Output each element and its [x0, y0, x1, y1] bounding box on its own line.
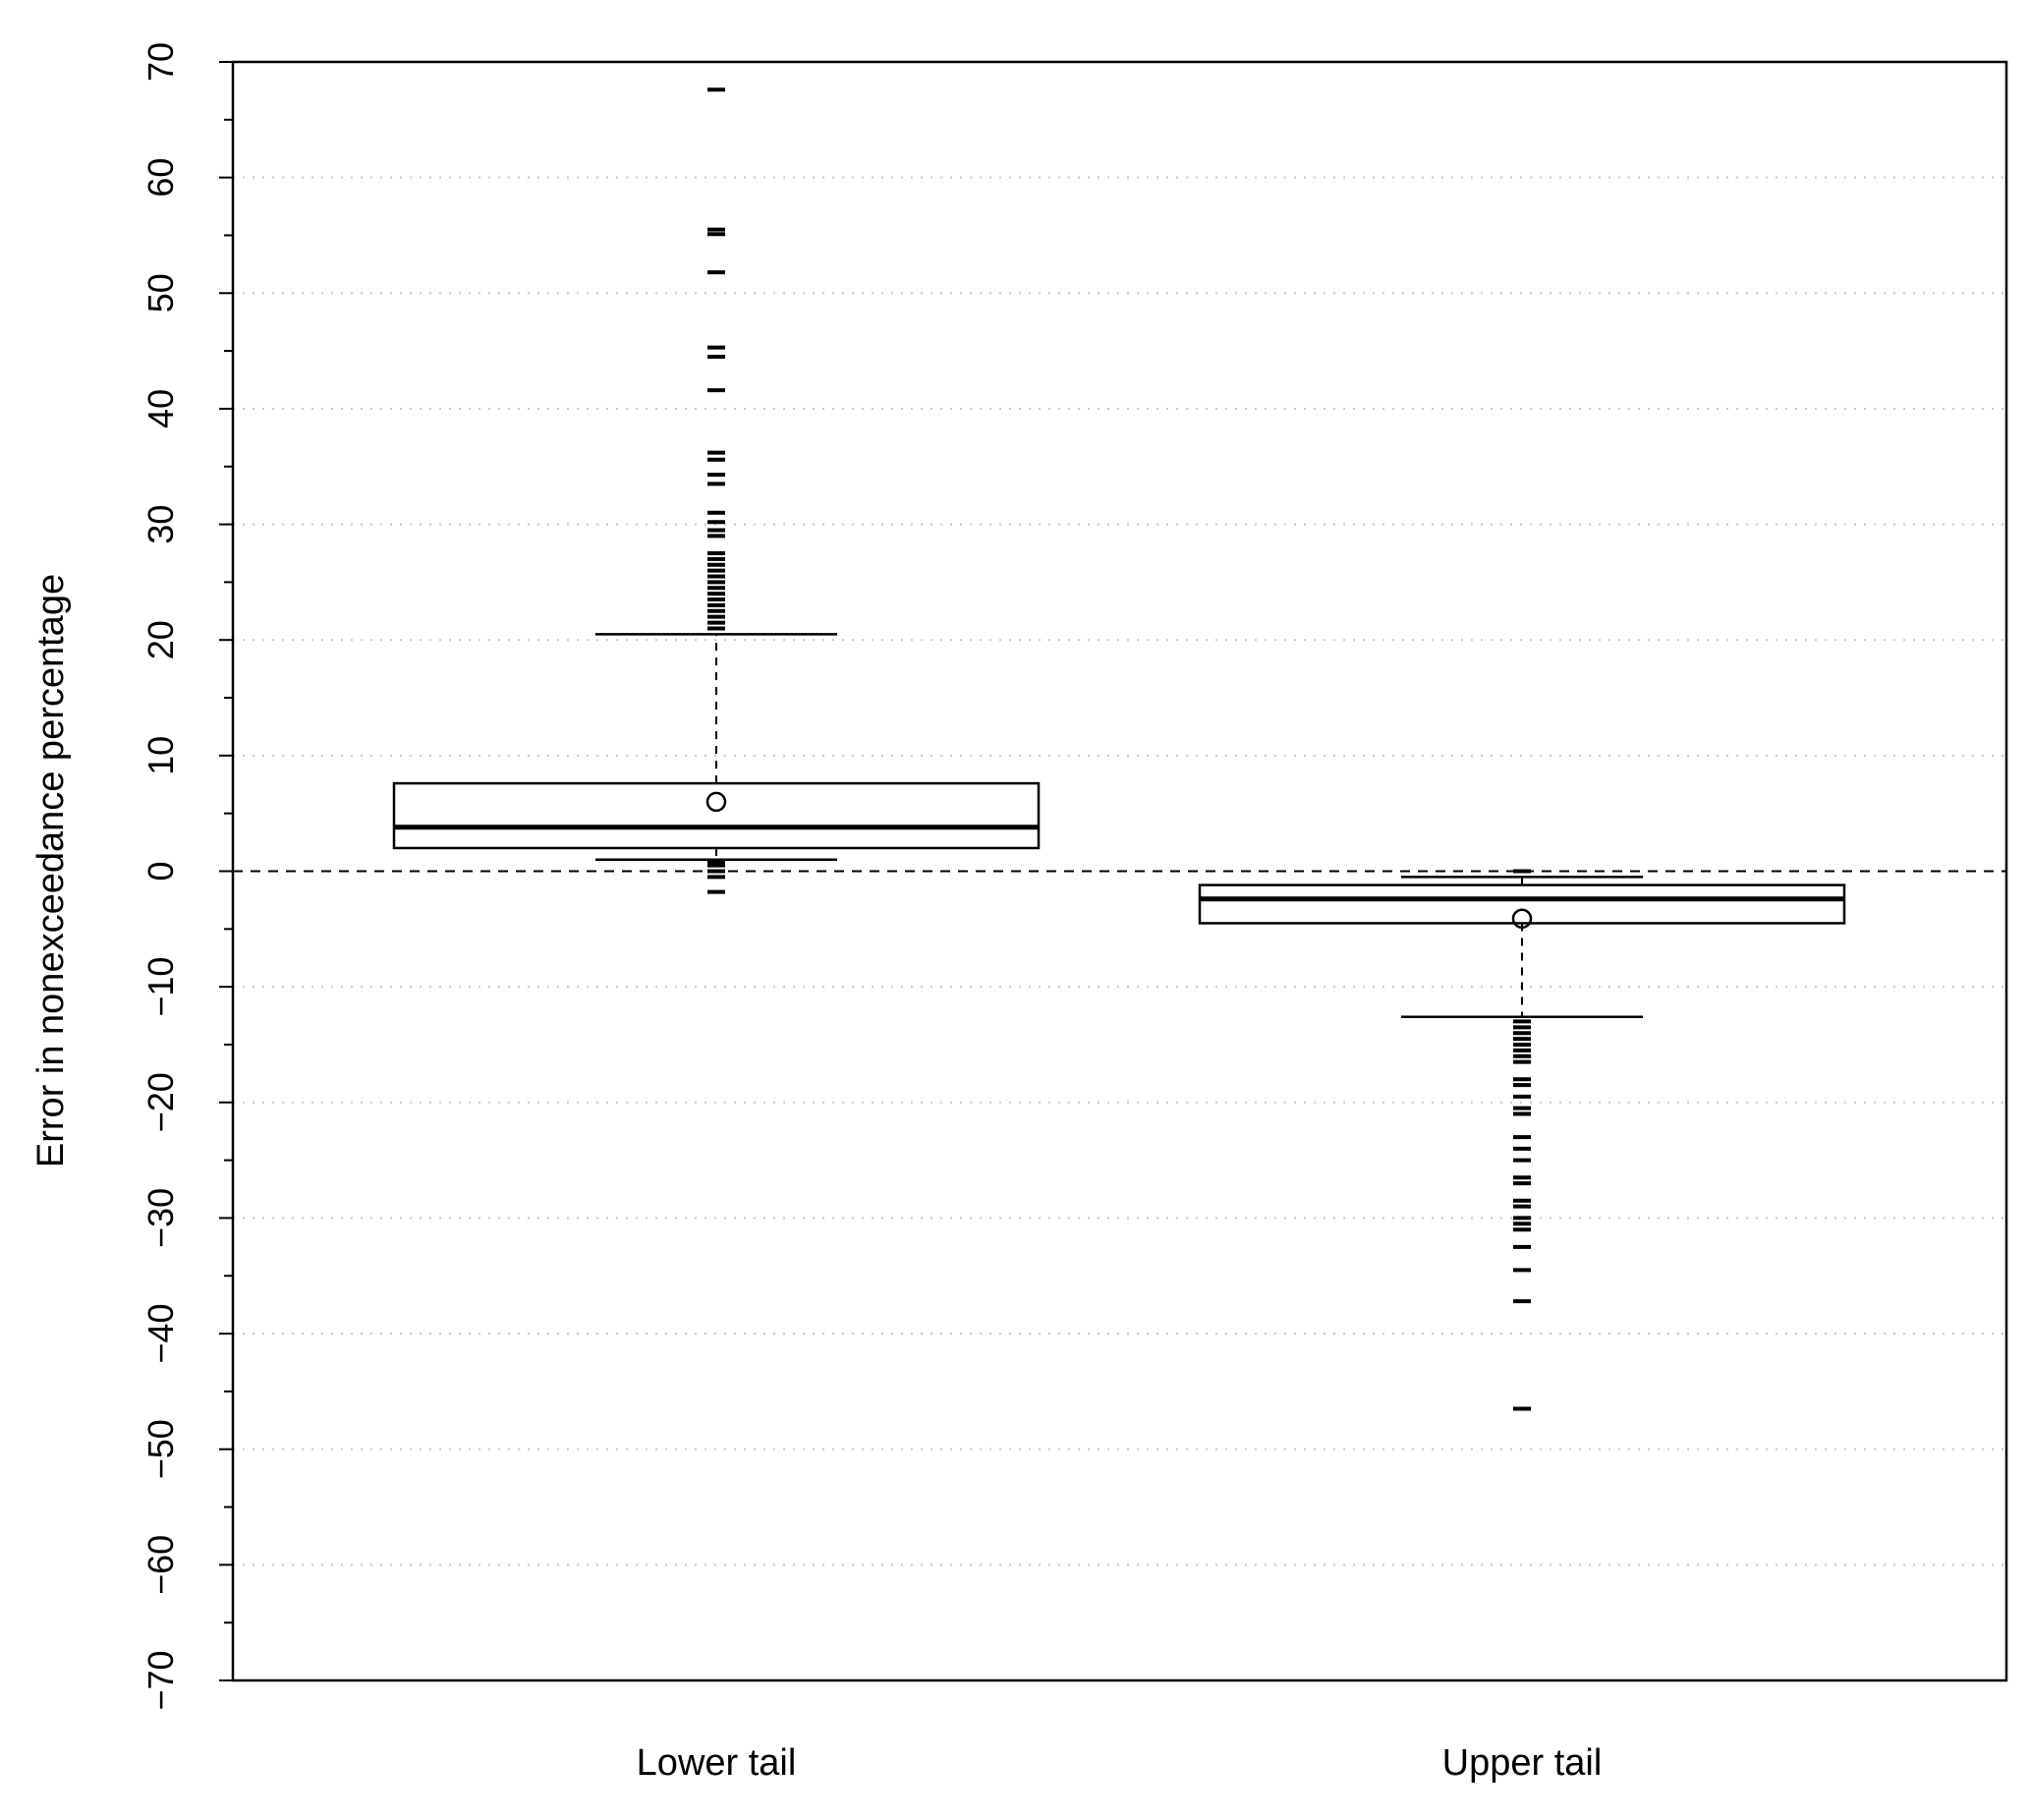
y-tick-label: 0	[141, 861, 181, 881]
y-tick-label: 50	[141, 273, 181, 313]
mean-marker	[705, 791, 727, 813]
category-label: Lower tail	[637, 1742, 797, 1784]
y-tick-label: −40	[141, 1304, 181, 1364]
y-tick-label: −50	[141, 1419, 181, 1479]
y-axis-label: Error in nonexceedance percentage	[30, 574, 72, 1167]
y-tick-label: 10	[141, 736, 181, 775]
box-0	[392, 87, 1041, 894]
y-tick-label: −20	[141, 1072, 181, 1132]
mean-marker	[1511, 908, 1533, 929]
box-1	[1198, 869, 1846, 1411]
y-tick-label: 70	[141, 42, 181, 82]
y-tick-label: −10	[141, 957, 181, 1017]
y-tick-label: −60	[141, 1535, 181, 1595]
category-label: Upper tail	[1442, 1742, 1603, 1784]
y-tick-label: 20	[141, 620, 181, 659]
y-axis: −70 −60 −50 −40 −30 −20 −10 0 10 20 30 40 50 60 70	[141, 42, 233, 1711]
y-tick-label: 40	[141, 389, 181, 428]
y-tick-label: 60	[141, 158, 181, 198]
gridlines	[233, 176, 2006, 1566]
y-tick-label: 30	[141, 505, 181, 544]
y-tick-label: −30	[141, 1188, 181, 1248]
plot-marks	[233, 87, 2006, 1411]
y-tick-label: −70	[141, 1650, 181, 1710]
x-axis: Lower tail Upper tail	[637, 1742, 1603, 1784]
iqr-box	[1198, 883, 1846, 925]
